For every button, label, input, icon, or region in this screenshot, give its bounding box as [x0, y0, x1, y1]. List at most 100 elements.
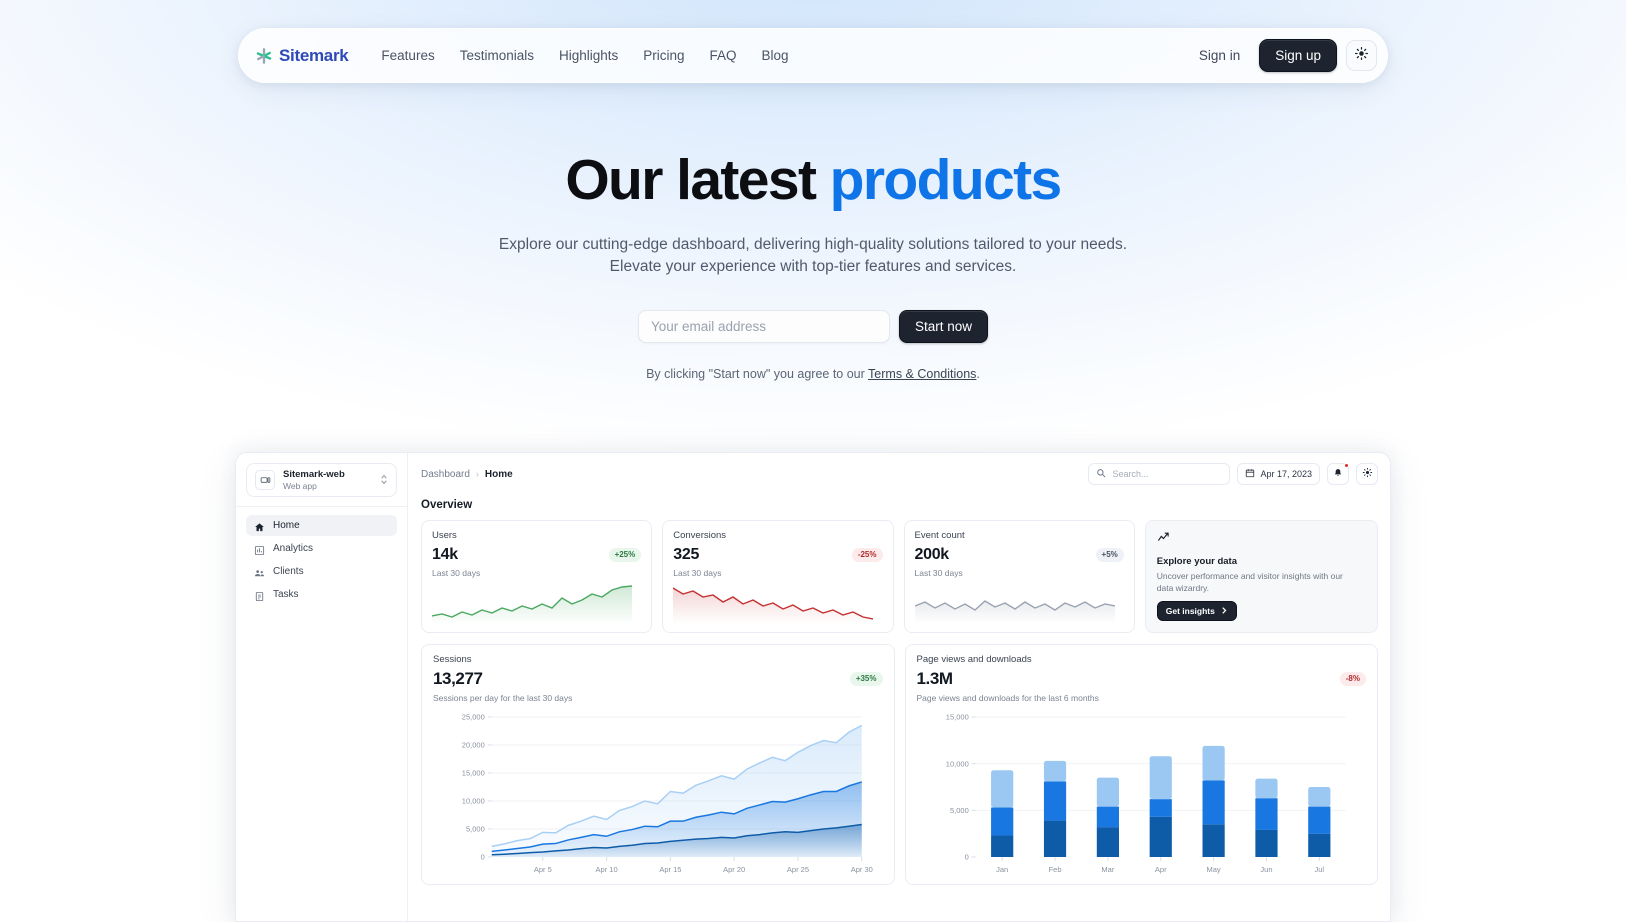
project-info: Sitemark-web Web app [283, 469, 345, 492]
nav-link-highlights[interactable]: Highlights [558, 48, 619, 63]
email-signup-form: Start now [0, 309, 1626, 343]
navbar-actions: Sign in Sign up [1189, 39, 1377, 72]
nav-link-faq[interactable]: FAQ [709, 48, 737, 63]
device-icon [255, 470, 275, 490]
chart-headline: 1.3M -8% [916, 669, 1366, 689]
promo-title: Explore your data [1156, 556, 1237, 567]
stat-period: Last 30 days [914, 568, 963, 578]
svg-text:Apr 10: Apr 10 [596, 865, 618, 874]
email-field[interactable] [637, 309, 890, 343]
sidebar-item-label: Clients [273, 566, 304, 577]
sign-in-button[interactable]: Sign in [1198, 48, 1241, 63]
project-selector[interactable]: Sitemark-web Web app [246, 463, 397, 497]
sidebar-item-label: Tasks [273, 589, 299, 600]
svg-text:Apr 15: Apr 15 [659, 865, 681, 874]
svg-text:Apr 5: Apr 5 [534, 865, 552, 874]
page-views-bar-plot: 0 5,000 10,000 15,000 Jan Feb Mar Apr May Jun Jul [945, 713, 1346, 874]
date-picker-label: Apr 17, 2023 [1260, 469, 1312, 479]
stat-period: Last 30 days [432, 568, 481, 578]
stat-cards-row: Users 14k +25% Last 30 days Conversions [421, 520, 1378, 633]
dashboard-main: Dashboard › Home Search... [408, 453, 1390, 921]
date-picker-button[interactable]: Apr 17, 2023 [1237, 463, 1320, 485]
search-placeholder: Search... [1112, 469, 1149, 479]
terms-prefix: By clicking "Start now" you agree to our [646, 366, 869, 381]
chart-title: Sessions [433, 654, 472, 665]
stat-label: Users [432, 530, 457, 541]
nav-links: Features Testimonials Highlights Pricing… [370, 41, 799, 70]
sidebar-item-analytics[interactable]: Analytics [246, 538, 397, 559]
svg-text:15,000: 15,000 [462, 769, 485, 778]
trending-chart-icon [1157, 531, 1170, 548]
nav-link-pricing[interactable]: Pricing [643, 48, 685, 63]
sidebar-item-home[interactable]: Home [246, 515, 397, 536]
start-now-button[interactable]: Start now [898, 309, 989, 343]
svg-text:10,000: 10,000 [945, 759, 968, 768]
stat-value-row: 325 -25% [673, 546, 883, 564]
svg-text:Jul: Jul [1314, 865, 1324, 874]
status-badge: +25% [608, 548, 642, 562]
terms-notice: By clicking "Start now" you agree to our… [0, 367, 1626, 381]
terms-link[interactable]: Terms & Conditions [868, 366, 977, 381]
chart-headline: 13,277 +35% [433, 669, 883, 689]
svg-text:0: 0 [481, 853, 485, 862]
chart-title: Page views and downloads [916, 654, 1032, 665]
svg-text:20,000: 20,000 [462, 741, 485, 750]
stat-value: 200k [914, 546, 950, 563]
svg-text:Mar: Mar [1101, 865, 1114, 874]
chevron-right-icon [1221, 606, 1228, 616]
sign-up-button[interactable]: Sign up [1259, 39, 1337, 72]
get-insights-label: Get insights [1165, 606, 1215, 617]
chart-subtitle: Sessions per day for the last 30 days [433, 693, 573, 703]
chart-card-sessions: Sessions 13,277 +35% Sessions per day fo… [421, 644, 895, 885]
svg-text:Apr 20: Apr 20 [723, 865, 745, 874]
brand-name: Sitemark [279, 45, 349, 65]
svg-text:Apr: Apr [1154, 865, 1166, 874]
stat-value: 325 [673, 546, 700, 563]
nav-link-testimonials[interactable]: Testimonials [459, 48, 534, 63]
breadcrumb-current: Home [484, 468, 513, 480]
svg-text:15,000: 15,000 [945, 713, 968, 722]
people-icon [254, 566, 265, 577]
calendar-icon [1245, 465, 1255, 483]
stat-label: Conversions [673, 530, 727, 541]
stat-label: Event count [914, 530, 965, 541]
stat-value-row: 200k +5% [915, 546, 1124, 564]
sessions-area-plot: 0 5,000 10,000 15,000 20,000 25,000 Apr 5 Apr 1… [462, 713, 873, 874]
sidebar-item-clients[interactable]: Clients [246, 561, 397, 582]
svg-text:0: 0 [964, 853, 968, 862]
chart-value: 13,277 [433, 669, 483, 688]
sparkline-conversions [673, 587, 874, 624]
svg-text:May: May [1206, 865, 1220, 874]
hero-section: Our latest products Explore our cutting-… [0, 148, 1626, 381]
svg-text:Apr 30: Apr 30 [851, 865, 873, 874]
nav-link-blog[interactable]: Blog [761, 48, 789, 63]
stat-card-conversions: Conversions 325 -25% Last 30 days [662, 520, 894, 633]
stat-card-users: Users 14k +25% Last 30 days [421, 520, 653, 633]
breadcrumb: Dashboard › Home [421, 469, 513, 480]
svg-text:Jun: Jun [1260, 865, 1272, 874]
stat-period: Last 30 days [673, 568, 722, 578]
chart-value: 1.3M [916, 669, 954, 688]
sidebar-item-tasks[interactable]: Tasks [246, 584, 397, 605]
search-input[interactable]: Search... [1088, 463, 1231, 485]
brand-logo[interactable]: Sitemark [255, 45, 349, 66]
notifications-button[interactable] [1327, 463, 1349, 485]
page-title: Our latest products [0, 148, 1626, 212]
dashboard-topbar: Dashboard › Home Search... [421, 463, 1378, 485]
sidebar-item-label: Home [273, 520, 300, 531]
dashboard-theme-toggle[interactable] [1356, 463, 1378, 485]
get-insights-button[interactable]: Get insights [1156, 601, 1237, 622]
svg-text:5,000: 5,000 [949, 806, 968, 815]
breadcrumb-root[interactable]: Dashboard [421, 468, 470, 480]
status-badge: -25% [851, 548, 883, 562]
terms-suffix: . [976, 366, 980, 381]
bell-icon [1333, 465, 1343, 483]
breadcrumb-separator: › [475, 469, 479, 479]
nav-link-features[interactable]: Features [381, 48, 435, 63]
sun-icon [1362, 465, 1373, 483]
theme-toggle-button[interactable] [1346, 40, 1377, 71]
page-title-accent: products [829, 148, 1063, 212]
notification-badge [1344, 463, 1349, 468]
project-name: Sitemark-web [283, 468, 345, 480]
tasks-icon [254, 589, 265, 602]
